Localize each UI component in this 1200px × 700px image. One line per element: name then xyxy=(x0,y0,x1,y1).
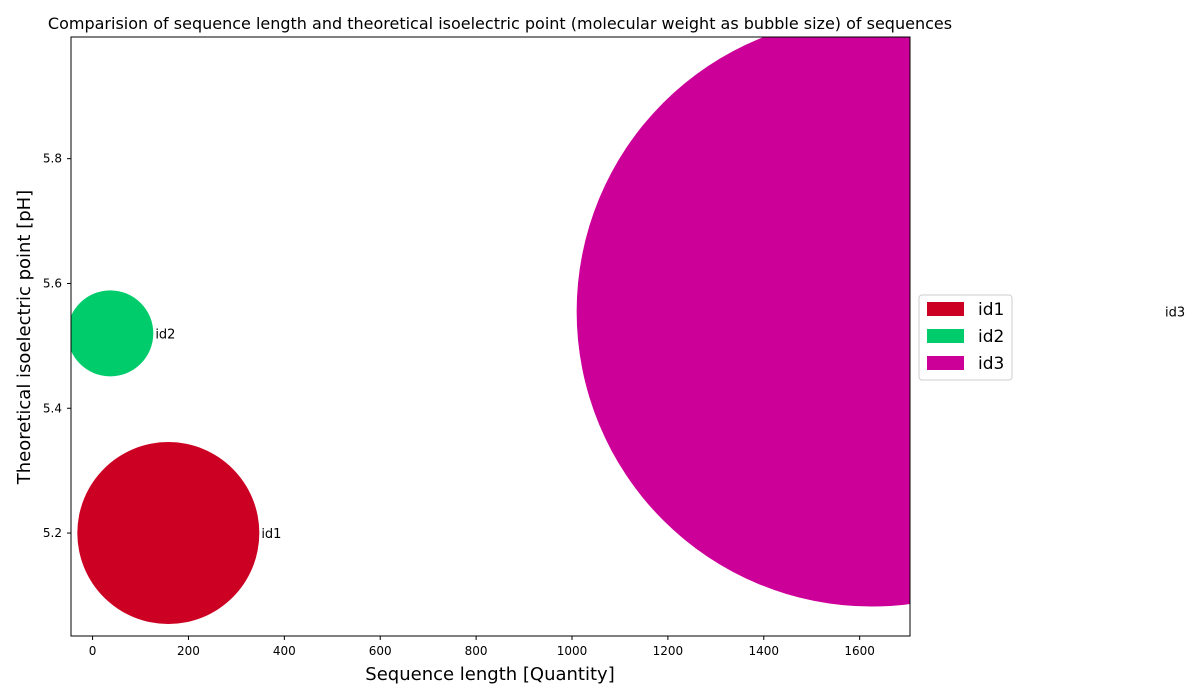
x-tick-label: 800 xyxy=(465,644,488,658)
x-tick-label: 1600 xyxy=(844,644,875,658)
x-tick-label: 400 xyxy=(273,644,296,658)
y-axis: 5.2 5.4 5.6 5.8 xyxy=(43,152,71,540)
x-tick-label: 600 xyxy=(369,644,392,658)
bubble-label-id3: id3 xyxy=(1165,306,1185,321)
legend: id1 id2 id3 xyxy=(918,294,1013,381)
x-axis-label: Sequence length [Quantity] xyxy=(365,664,614,685)
legend-swatch-id3 xyxy=(927,356,964,370)
y-tick-label: 5.6 xyxy=(43,276,62,290)
y-axis-label: Theoretical isoelectric point [pH] xyxy=(14,190,35,485)
x-axis: 0 200 400 600 800 1000 1200 1400 1600 xyxy=(89,636,875,658)
legend-swatch-id1 xyxy=(927,302,964,316)
x-tick-label: 200 xyxy=(177,644,200,658)
legend-swatch-id2 xyxy=(927,329,964,343)
bubble-id3 xyxy=(576,37,910,607)
point-labels: id1 id2 id3 xyxy=(155,306,1185,543)
bubbles-group xyxy=(71,37,910,625)
bubble-label-id1: id1 xyxy=(261,527,281,542)
x-tick-label: 1200 xyxy=(653,644,684,658)
plot-frame xyxy=(70,36,911,637)
legend-label-id3: id3 xyxy=(978,354,1004,374)
bubble-id2 xyxy=(71,290,154,377)
chart-title: Comparision of sequence length and theor… xyxy=(48,14,952,33)
bubble-label-id2: id2 xyxy=(155,327,175,342)
y-tick-label: 5.4 xyxy=(43,401,62,415)
bubble-id1 xyxy=(77,442,260,625)
y-tick-label: 5.8 xyxy=(43,152,62,166)
legend-label-id1: id1 xyxy=(978,300,1004,320)
y-tick-label: 5.2 xyxy=(43,526,62,540)
x-tick-label: 1000 xyxy=(557,644,588,658)
legend-label-id2: id2 xyxy=(978,327,1004,347)
x-tick-label: 0 xyxy=(89,644,97,658)
x-tick-label: 1400 xyxy=(749,644,780,658)
